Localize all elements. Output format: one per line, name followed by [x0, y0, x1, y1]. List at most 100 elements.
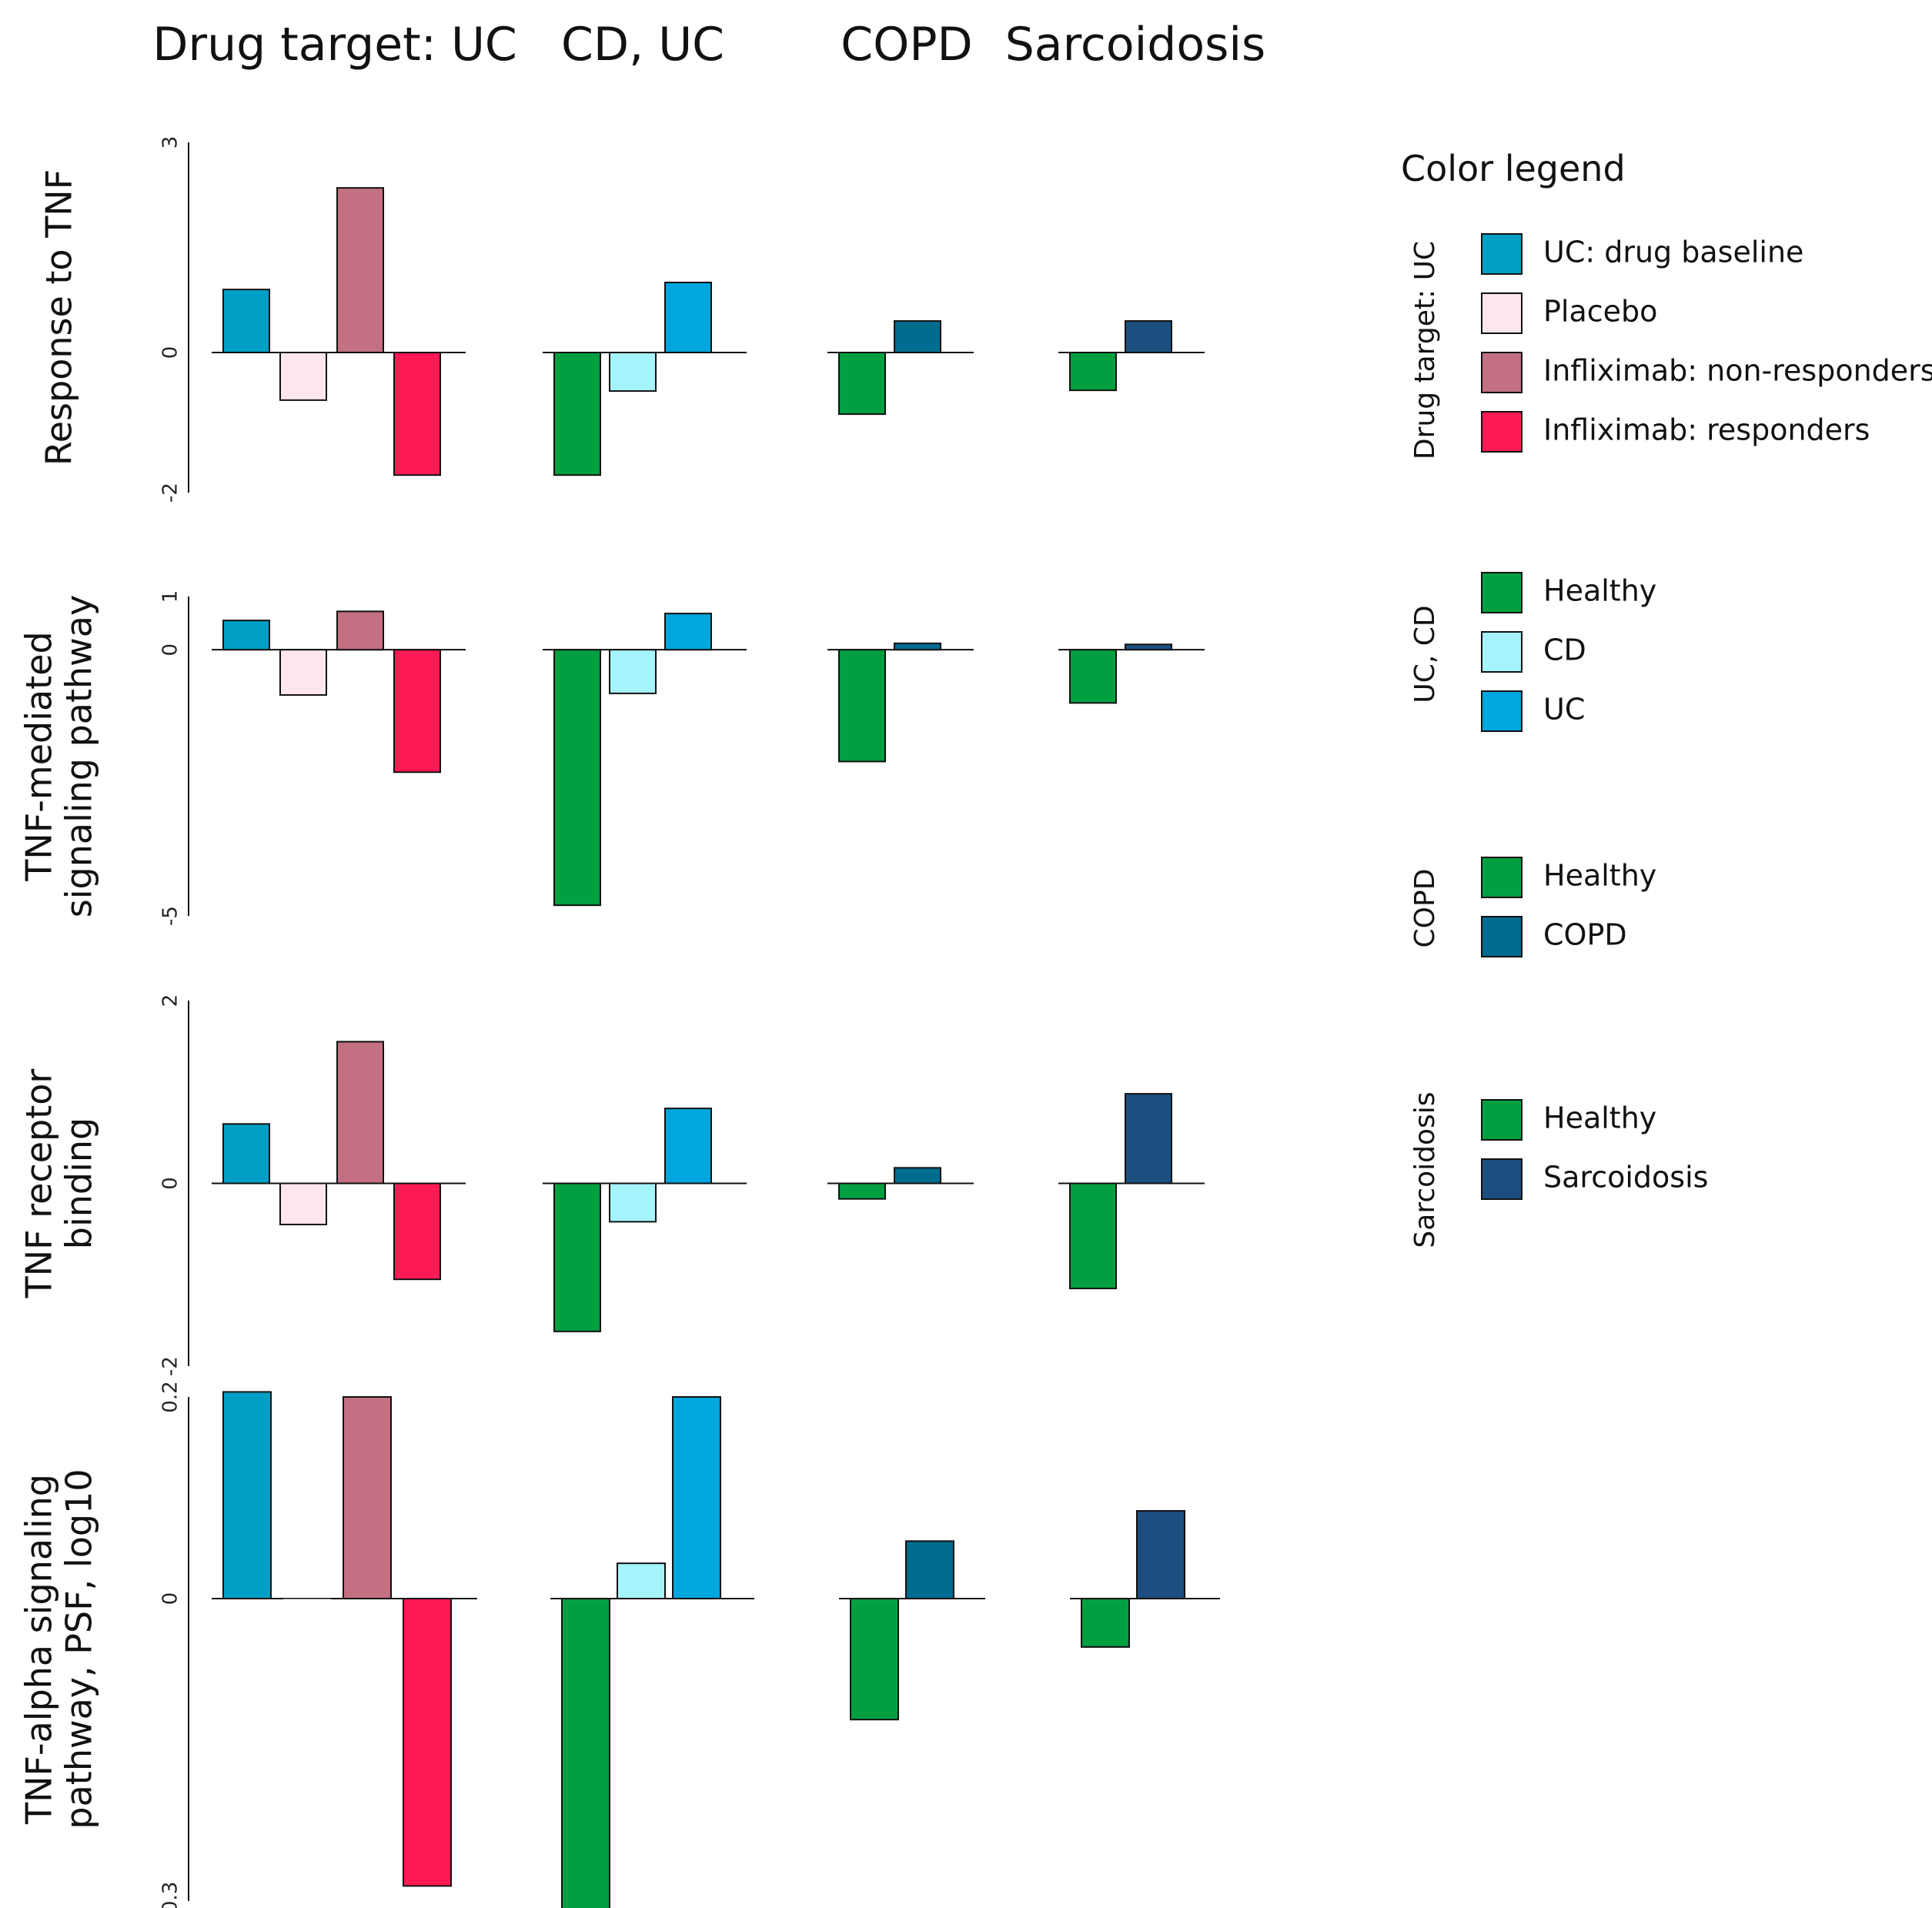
- legend-entry-label: Sarcoidosis: [1543, 1161, 1708, 1195]
- legend-swatch: [1481, 292, 1523, 334]
- legend-entry-label: COPD: [1543, 918, 1627, 952]
- y-tick-label: -0.3: [159, 1882, 182, 1908]
- bar-infliximab-responders: [403, 1598, 452, 1887]
- legend-group-2: UC, CD Healthy CD UC: [1409, 572, 1656, 732]
- bar-cd: [609, 352, 657, 393]
- y-tick-label: 0.2: [159, 1381, 182, 1412]
- bar-copd: [894, 1167, 941, 1185]
- bar-infliximab-non-responders: [343, 1396, 392, 1599]
- legend-group-label: Drug target: UC: [1409, 241, 1441, 459]
- bar-healthy: [838, 352, 886, 416]
- y-tick-label: -2: [159, 483, 182, 503]
- bar-placebo: [279, 352, 327, 401]
- bar-uc-drug-baseline: [222, 289, 270, 354]
- row-label: TNF receptor: [18, 1069, 60, 1299]
- bar-copd: [894, 642, 941, 651]
- bar-uc-drug-baseline: [222, 620, 270, 651]
- bar-healthy: [838, 1182, 886, 1200]
- bar-uc-drug-baseline: [222, 1391, 272, 1599]
- bar-healthy: [1069, 352, 1117, 392]
- row-label: Response to TNF: [38, 169, 80, 466]
- legend-swatch: [1481, 1158, 1523, 1200]
- y-tick-label: -2: [159, 1356, 182, 1376]
- row-label: TNF-alpha signaling: [18, 1474, 60, 1825]
- chart-rows: 3 0 -2 Response to TNF 1 0 -5 TNF-mediatedsigna…: [18, 136, 1220, 1908]
- column-title-drug-target-uc: Drug target: UC: [152, 18, 517, 72]
- y-tick-label: 0: [159, 1592, 182, 1606]
- chart-row-1: 3 0 -2 Response to TNF: [38, 136, 1205, 503]
- row-label: TNF-mediated: [18, 631, 60, 881]
- bar-healthy: [553, 1182, 601, 1332]
- legend-swatch: [1481, 352, 1523, 393]
- legend-swatch: [1481, 411, 1523, 453]
- bar-healthy: [850, 1598, 899, 1721]
- legend-title: Color legend: [1401, 148, 1626, 189]
- legend-entry-label: Infliximab: non-responders: [1543, 354, 1932, 388]
- bar-healthy: [1069, 649, 1117, 704]
- bar-sarcoidosis: [1125, 643, 1172, 651]
- legend-entry-label: UC: drug baseline: [1543, 236, 1803, 269]
- legend-group-4: Sarcoidosis Healthy Sarcoidosis: [1409, 1091, 1708, 1248]
- legend-entry-label: Infliximab: responders: [1543, 413, 1870, 447]
- bar-cd: [609, 1182, 657, 1223]
- y-tick-label: 0: [159, 346, 182, 359]
- y-tick-label: 0: [159, 1177, 182, 1190]
- legend-entry-label: CD: [1543, 633, 1586, 667]
- legend-swatch: [1481, 916, 1523, 957]
- legend-group-label: Sarcoidosis: [1409, 1091, 1441, 1248]
- legend-swatch: [1481, 572, 1523, 613]
- bar-placebo: [279, 1182, 327, 1225]
- row-label: signaling pathway: [58, 595, 100, 917]
- column-title-cd-uc: CD, UC: [561, 18, 724, 72]
- legend-group-1: Drug target: UC UC: drug baseline Placebo I…: [1409, 233, 1932, 459]
- bar-uc: [664, 1108, 712, 1185]
- bar-healthy: [553, 649, 601, 907]
- bar-uc-drug-baseline: [222, 1123, 270, 1185]
- bar-infliximab-non-responders: [336, 610, 384, 651]
- bar-sarcoidosis: [1136, 1510, 1185, 1600]
- column-title-sarcoidosis: Sarcoidosis: [1005, 18, 1266, 72]
- legend-entry-label: UC: [1543, 693, 1585, 727]
- legend-group-3: COPD Healthy COPD: [1409, 857, 1656, 957]
- bar-healthy: [1069, 1182, 1117, 1290]
- bar-infliximab-responders: [393, 649, 441, 774]
- bar-infliximab-responders: [393, 352, 441, 476]
- bar-cd: [609, 649, 657, 694]
- bar-infliximab-non-responders: [336, 187, 384, 353]
- legend-swatch: [1481, 233, 1523, 275]
- legend-group-label: COPD: [1409, 869, 1441, 948]
- y-tick-label: 1: [159, 590, 182, 603]
- bar-placebo: [279, 649, 327, 696]
- legend-swatch: [1481, 857, 1523, 898]
- legend-group-label: UC, CD: [1409, 605, 1441, 703]
- bar-sarcoidosis: [1125, 320, 1172, 353]
- bar-sarcoidosis: [1125, 1093, 1172, 1185]
- bar-healthy: [561, 1598, 610, 1908]
- legend-swatch: [1481, 1099, 1523, 1141]
- color-legend: Color legend Drug target: UC UC: drug bas…: [1401, 148, 1932, 1248]
- y-tick-label: 2: [159, 994, 182, 1007]
- y-tick-label: 0: [159, 643, 182, 657]
- bar-healthy: [838, 649, 886, 763]
- bar-healthy: [553, 352, 601, 476]
- bar-uc: [664, 613, 712, 651]
- bar-infliximab-responders: [393, 1182, 441, 1281]
- legend-swatch: [1481, 690, 1523, 732]
- legend-entry-label: Healthy: [1543, 574, 1656, 608]
- y-tick-label: 3: [159, 136, 182, 149]
- legend-entry-label: Placebo: [1543, 295, 1657, 329]
- row-label: pathway, PSF, log10: [58, 1469, 100, 1829]
- bar-uc: [672, 1396, 721, 1599]
- bar-copd: [894, 320, 941, 353]
- bar-uc: [664, 282, 712, 353]
- y-tick-label: -5: [159, 906, 182, 926]
- bar-cd: [617, 1562, 666, 1600]
- legend-swatch: [1481, 631, 1523, 673]
- row-label: binding: [58, 1118, 100, 1249]
- legend-entry-label: Healthy: [1543, 1101, 1656, 1135]
- bar-copd: [905, 1540, 954, 1599]
